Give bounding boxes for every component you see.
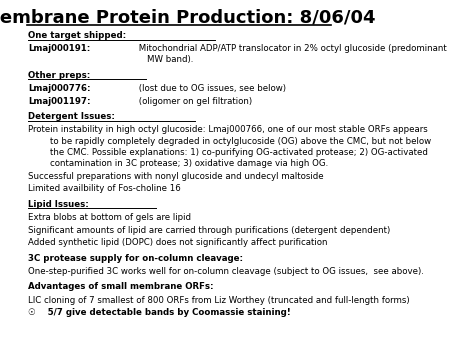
Text: Lmaj000191:: Lmaj000191:: [28, 44, 90, 53]
Text: ☉    5/7 give detectable bands by Coomassie staining!: ☉ 5/7 give detectable bands by Coomassie…: [28, 308, 291, 317]
Text: LIC cloning of 7 smallest of 800 ORFs from Liz Worthey (truncated and full-lengt: LIC cloning of 7 smallest of 800 ORFs fr…: [28, 296, 410, 305]
Text: Advantages of small membrane ORFs:: Advantages of small membrane ORFs:: [28, 283, 214, 291]
Text: (lost due to OG issues, see below): (lost due to OG issues, see below): [136, 84, 286, 93]
Text: Extra blobs at bottom of gels are lipid: Extra blobs at bottom of gels are lipid: [28, 213, 191, 222]
Text: Limited availbility of Fos-choline 16: Limited availbility of Fos-choline 16: [28, 184, 181, 193]
Text: Lmaj000776:: Lmaj000776:: [28, 84, 91, 93]
Text: Other preps:: Other preps:: [28, 71, 90, 80]
Text: (oligomer on gel filtration): (oligomer on gel filtration): [136, 97, 252, 106]
Text: Significant amounts of lipid are carried through purifications (detergent depend: Significant amounts of lipid are carried…: [28, 226, 391, 235]
Text: Detergent Issues:: Detergent Issues:: [28, 112, 115, 121]
Text: 3C protease supply for on-column cleavage:: 3C protease supply for on-column cleavag…: [28, 254, 243, 263]
Text: Mitochondrial ADP/ATP translocator in 2% octyl glucoside (predominant lower
    : Mitochondrial ADP/ATP translocator in 2%…: [136, 44, 450, 64]
Text: Lipid Issues:: Lipid Issues:: [28, 200, 89, 209]
Text: Added synthetic lipid (DOPC) does not significantly affect purification: Added synthetic lipid (DOPC) does not si…: [28, 238, 328, 247]
Text: Protein instability in high octyl glucoside: Lmaj000766, one of our most stable : Protein instability in high octyl glucos…: [28, 125, 432, 168]
Text: One-step-purified 3C works well for on-column cleavage (subject to OG issues,  s: One-step-purified 3C works well for on-c…: [28, 267, 424, 276]
Text: Lmaj001197:: Lmaj001197:: [28, 97, 91, 106]
Text: Membrane Protein Production: 8/06/04: Membrane Protein Production: 8/06/04: [0, 9, 376, 27]
Text: Successful preparations with nonyl glucoside and undecyl maltoside: Successful preparations with nonyl gluco…: [28, 172, 324, 180]
Text: One target shipped:: One target shipped:: [28, 31, 126, 40]
